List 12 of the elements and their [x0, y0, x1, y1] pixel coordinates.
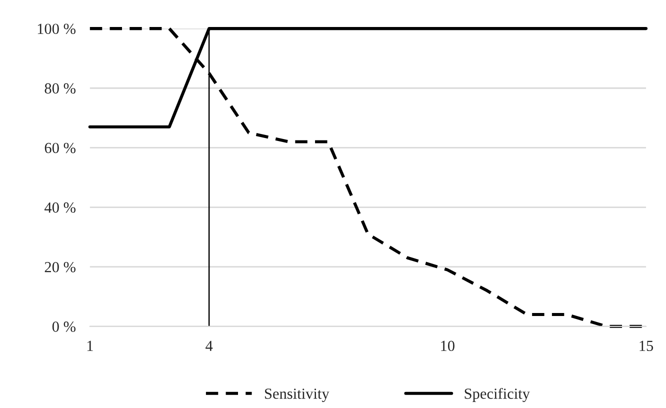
x-tick-label: 10	[441, 340, 454, 352]
y-tick-label: 80 %	[44, 83, 76, 94]
y-tick-label: 60 %	[44, 142, 76, 154]
y-tick-label: 20 %	[44, 262, 76, 272]
x-tick-label: 4	[206, 340, 213, 351]
x-tick-label: 1	[87, 340, 93, 351]
x-tick-label: 15	[640, 340, 654, 352]
y-tick-label: 0 %	[52, 322, 76, 332]
legend-label: Sensitivity	[265, 388, 330, 402]
y-tick-label: 40 %	[44, 202, 76, 213]
y-tick-label: 100 %	[38, 24, 76, 34]
legend-label: Specificity	[464, 388, 530, 402]
